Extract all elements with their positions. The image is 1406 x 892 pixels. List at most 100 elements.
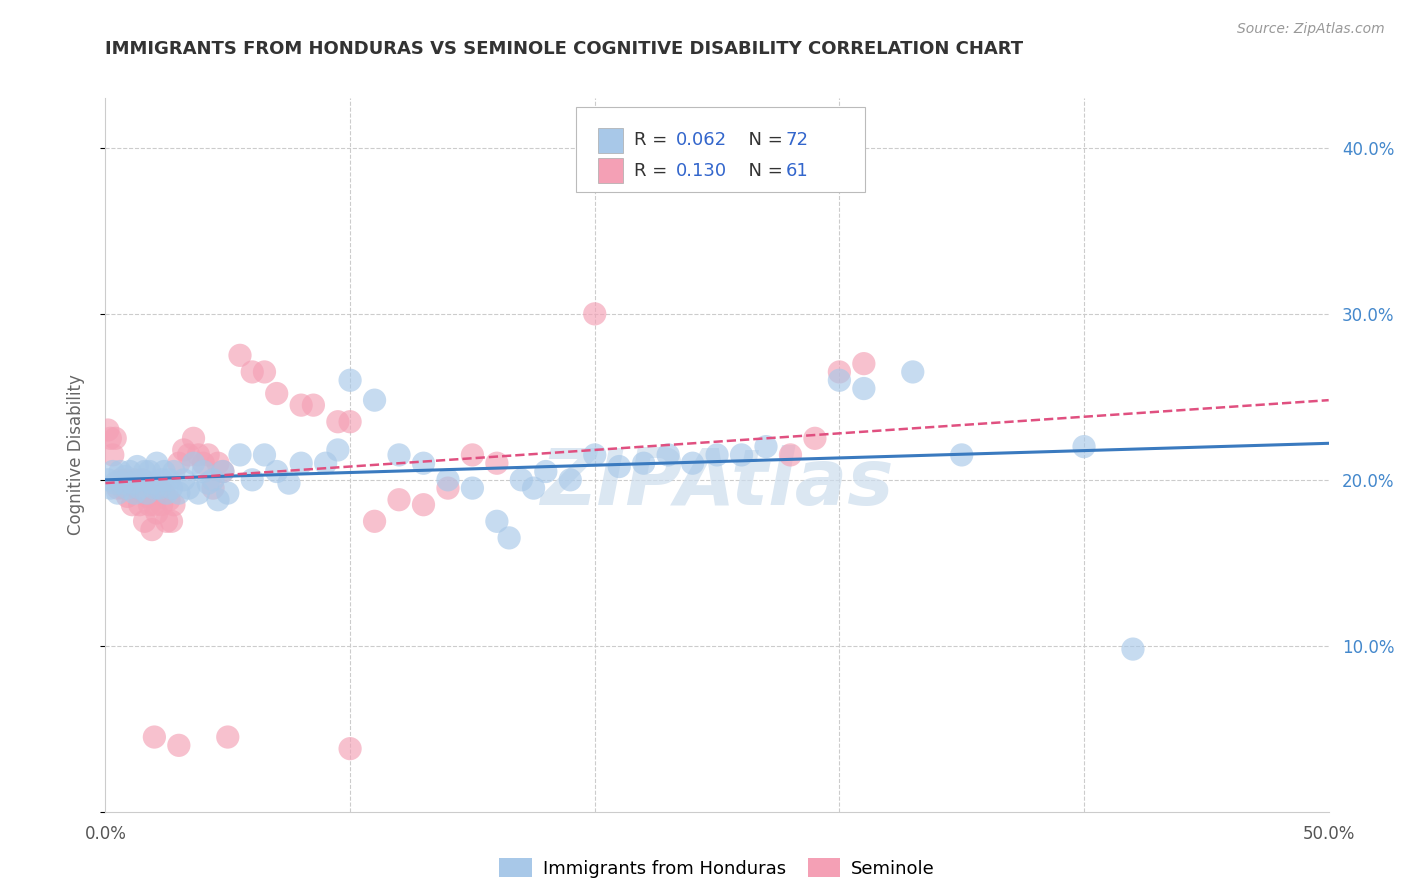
Point	[253, 365, 276, 379]
Point	[177, 448, 200, 462]
Point	[98, 481, 121, 495]
Point	[157, 473, 180, 487]
Point	[363, 393, 385, 408]
Point	[167, 739, 190, 753]
Point	[315, 456, 337, 470]
Point	[163, 498, 186, 512]
Text: ZIPAtlas: ZIPAtlas	[540, 445, 894, 522]
Point	[730, 448, 752, 462]
Point	[148, 481, 170, 495]
Text: Source: ZipAtlas.com: Source: ZipAtlas.com	[1237, 22, 1385, 37]
Point	[901, 365, 924, 379]
Point	[104, 431, 127, 445]
Point	[97, 473, 120, 487]
Point	[217, 486, 239, 500]
Point	[183, 431, 205, 445]
Point	[124, 473, 146, 487]
Point	[339, 373, 361, 387]
Point	[437, 481, 460, 495]
Point	[124, 486, 146, 500]
Point	[197, 448, 219, 462]
Point	[412, 456, 434, 470]
Text: IMMIGRANTS FROM HONDURAS VS SEMINOLE COGNITIVE DISABILITY CORRELATION CHART: IMMIGRANTS FROM HONDURAS VS SEMINOLE COG…	[105, 40, 1024, 58]
Point	[131, 473, 153, 487]
Point	[339, 741, 361, 756]
Point	[485, 514, 508, 528]
Point	[173, 442, 195, 457]
Point	[98, 431, 121, 445]
Point	[388, 448, 411, 462]
Point	[121, 498, 143, 512]
Point	[183, 456, 205, 470]
Point	[107, 486, 129, 500]
Point	[560, 473, 582, 487]
Point	[160, 514, 183, 528]
Point	[143, 498, 166, 512]
Point	[127, 481, 149, 495]
Point	[583, 448, 606, 462]
Point	[143, 481, 166, 495]
Point	[253, 448, 276, 462]
Point	[212, 465, 235, 479]
Point	[127, 459, 149, 474]
Point	[167, 486, 190, 500]
Point	[461, 481, 484, 495]
Point	[522, 481, 544, 495]
Point	[326, 415, 349, 429]
Point	[229, 448, 252, 462]
Text: N =: N =	[737, 161, 789, 179]
Point	[156, 514, 179, 528]
Point	[339, 415, 361, 429]
Point	[134, 465, 156, 479]
Point	[202, 481, 225, 495]
Point	[141, 523, 163, 537]
Point	[485, 456, 508, 470]
Point	[804, 431, 827, 445]
Point	[97, 423, 120, 437]
Text: R =: R =	[634, 131, 673, 149]
Point	[193, 465, 215, 479]
Point	[202, 473, 225, 487]
Point	[118, 465, 141, 479]
Point	[143, 730, 166, 744]
Point	[852, 357, 875, 371]
Point	[136, 490, 159, 504]
Point	[240, 365, 263, 379]
Point	[117, 490, 139, 504]
Point	[461, 448, 484, 462]
Point	[121, 476, 143, 491]
Point	[111, 476, 134, 491]
Point	[156, 486, 179, 500]
Point	[828, 373, 851, 387]
Point	[108, 465, 131, 479]
Point	[160, 481, 183, 495]
Point	[134, 514, 156, 528]
Point	[150, 473, 173, 487]
Point	[153, 486, 176, 500]
Point	[583, 307, 606, 321]
Point	[1073, 440, 1095, 454]
Point	[950, 448, 973, 462]
Point	[607, 459, 630, 474]
Point	[197, 476, 219, 491]
Point	[163, 465, 186, 479]
Point	[240, 473, 263, 487]
Point	[682, 456, 704, 470]
Point	[657, 448, 679, 462]
Point	[706, 448, 728, 462]
Point	[108, 473, 131, 487]
Point	[138, 498, 160, 512]
Point	[828, 365, 851, 379]
Point	[633, 456, 655, 470]
Point	[852, 382, 875, 396]
Point	[302, 398, 325, 412]
Point	[207, 492, 229, 507]
Point	[167, 456, 190, 470]
Point	[187, 486, 209, 500]
Point	[266, 386, 288, 401]
Point	[290, 398, 312, 412]
Point	[177, 481, 200, 495]
Point	[153, 465, 176, 479]
Point	[412, 498, 434, 512]
Point	[150, 498, 173, 512]
